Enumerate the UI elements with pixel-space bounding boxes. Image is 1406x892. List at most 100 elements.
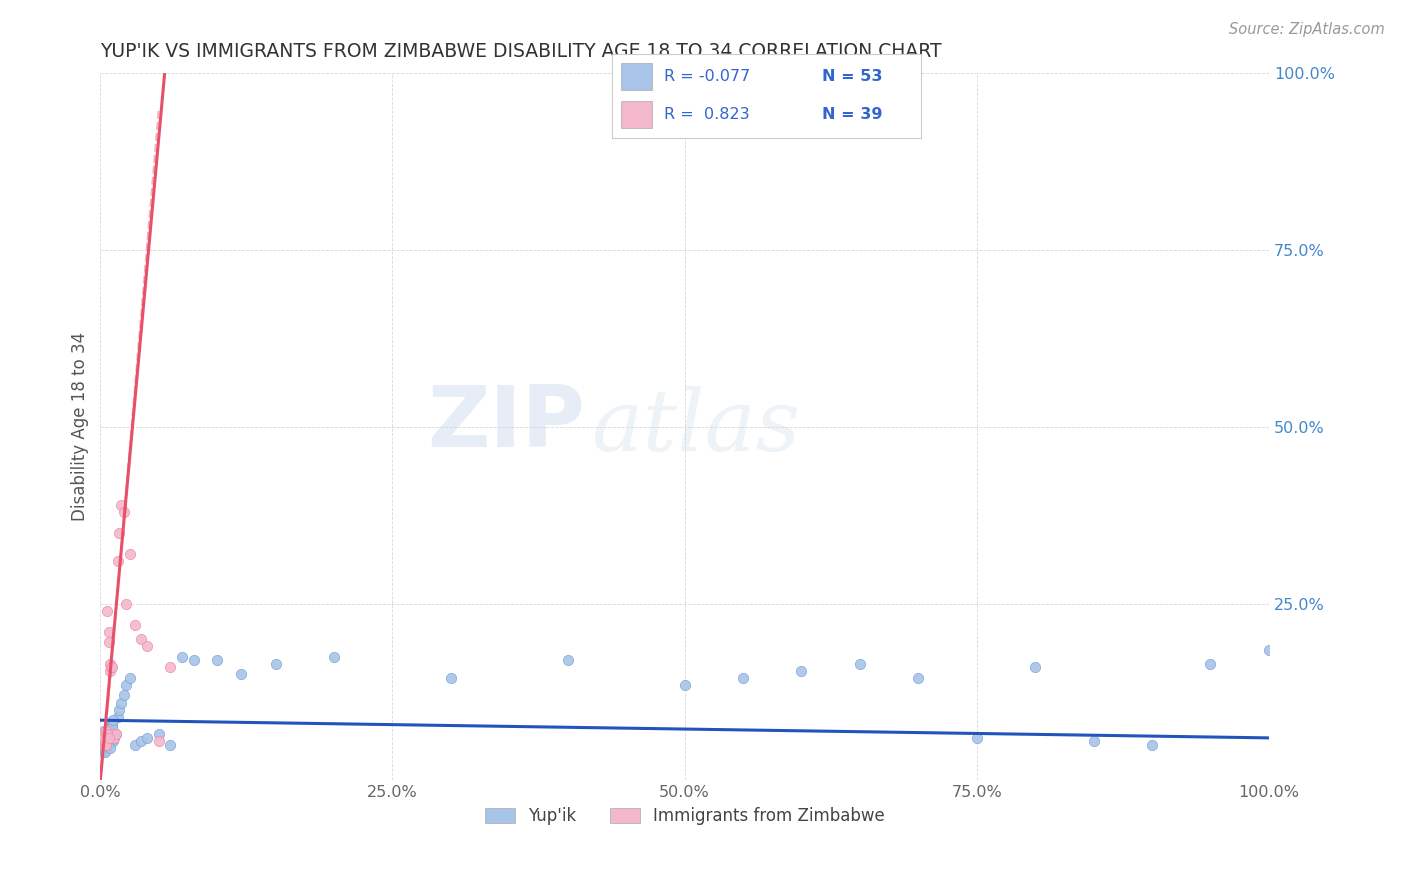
Point	[96, 734, 118, 748]
Point	[94, 738, 117, 752]
Point	[1199, 657, 1222, 671]
Point	[103, 731, 125, 745]
Point	[1024, 660, 1046, 674]
Point	[1140, 738, 1163, 752]
Point	[93, 738, 115, 752]
Point	[124, 617, 146, 632]
Point	[966, 731, 988, 745]
Text: atlas: atlas	[591, 385, 800, 468]
Point	[98, 741, 121, 756]
Point	[790, 664, 813, 678]
Point	[673, 678, 696, 692]
Point	[91, 738, 114, 752]
Point	[101, 727, 124, 741]
Point	[97, 731, 120, 745]
Point	[97, 624, 120, 639]
Point	[91, 745, 114, 759]
Y-axis label: Disability Age 18 to 34: Disability Age 18 to 34	[72, 333, 89, 522]
Point	[136, 731, 159, 745]
Point	[96, 727, 118, 741]
Point	[112, 505, 135, 519]
Point	[849, 657, 872, 671]
Text: Source: ZipAtlas.com: Source: ZipAtlas.com	[1229, 22, 1385, 37]
Point	[103, 734, 125, 748]
Point	[264, 657, 287, 671]
Point	[118, 547, 141, 561]
Point	[136, 639, 159, 653]
Point	[91, 731, 114, 745]
Point	[159, 660, 181, 674]
Point	[96, 738, 118, 752]
Point	[440, 671, 463, 685]
Text: N = 39: N = 39	[823, 107, 883, 122]
Point	[96, 738, 118, 752]
Point	[118, 671, 141, 685]
Point	[100, 731, 122, 745]
Point	[94, 745, 117, 759]
Point	[91, 731, 114, 745]
Point	[1083, 734, 1105, 748]
Point	[148, 727, 170, 741]
Point	[90, 731, 112, 745]
Point	[101, 716, 124, 731]
Point	[115, 678, 138, 692]
Point	[96, 723, 118, 738]
Point	[91, 738, 114, 752]
Point	[103, 713, 125, 727]
Text: R = -0.077: R = -0.077	[664, 69, 751, 84]
Point	[108, 525, 131, 540]
Point	[100, 660, 122, 674]
Point	[90, 734, 112, 748]
Point	[129, 734, 152, 748]
Point	[93, 731, 115, 745]
Point	[183, 653, 205, 667]
Point	[205, 653, 228, 667]
Point	[98, 657, 121, 671]
Point	[97, 734, 120, 748]
Point	[110, 696, 132, 710]
Point	[96, 727, 118, 741]
Point	[107, 709, 129, 723]
Point	[129, 632, 152, 646]
Point	[98, 731, 121, 745]
Legend: Yup'ik, Immigrants from Zimbabwe: Yup'ik, Immigrants from Zimbabwe	[485, 807, 884, 825]
Point	[93, 734, 115, 748]
Point	[731, 671, 754, 685]
Text: YUP'IK VS IMMIGRANTS FROM ZIMBABWE DISABILITY AGE 18 TO 34 CORRELATION CHART: YUP'IK VS IMMIGRANTS FROM ZIMBABWE DISAB…	[100, 42, 942, 61]
Point	[159, 738, 181, 752]
Point	[107, 554, 129, 568]
Point	[97, 635, 120, 649]
Bar	[621, 101, 652, 128]
Bar	[621, 62, 652, 90]
Point	[101, 720, 124, 734]
Point	[94, 734, 117, 748]
Point	[148, 734, 170, 748]
Point	[110, 498, 132, 512]
Point	[108, 703, 131, 717]
Point	[101, 660, 124, 674]
Point	[97, 738, 120, 752]
Point	[557, 653, 579, 667]
Point	[93, 727, 115, 741]
Point	[96, 731, 118, 745]
Point	[323, 649, 346, 664]
Point	[124, 738, 146, 752]
Point	[93, 723, 115, 738]
Point	[96, 604, 118, 618]
Point	[115, 597, 138, 611]
Point	[104, 727, 127, 741]
Point	[1257, 642, 1279, 657]
Point	[96, 731, 118, 745]
Point	[100, 731, 122, 745]
Point	[229, 667, 252, 681]
Point	[907, 671, 929, 685]
Point	[104, 727, 127, 741]
Point	[103, 731, 125, 745]
Point	[112, 689, 135, 703]
Text: ZIP: ZIP	[427, 382, 585, 465]
Point	[94, 731, 117, 745]
Point	[100, 723, 122, 738]
Text: R =  0.823: R = 0.823	[664, 107, 749, 122]
Point	[172, 649, 194, 664]
Point	[98, 664, 121, 678]
